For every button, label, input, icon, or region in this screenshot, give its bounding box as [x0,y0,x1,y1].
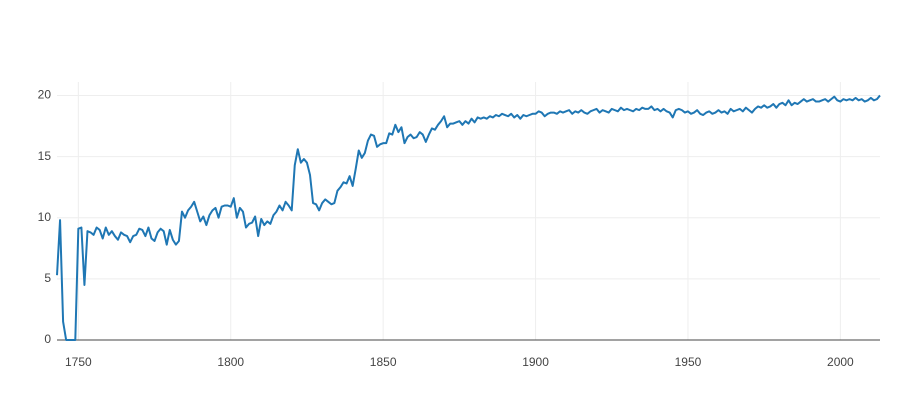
y-tick-label: 15 [38,149,52,163]
x-tick-label: 1950 [675,355,702,369]
x-tick-label: 1850 [370,355,397,369]
x-tick-label: 2000 [827,355,854,369]
y-tick-label: 10 [38,210,52,224]
y-tick-label: 0 [44,332,51,346]
x-tick-label: 1750 [65,355,92,369]
y-tick-label: 20 [38,88,52,102]
data-line [56,94,881,341]
y-tick-label: 5 [44,271,51,285]
x-tick-label: 1800 [217,355,244,369]
x-tick-label: 1900 [522,355,549,369]
